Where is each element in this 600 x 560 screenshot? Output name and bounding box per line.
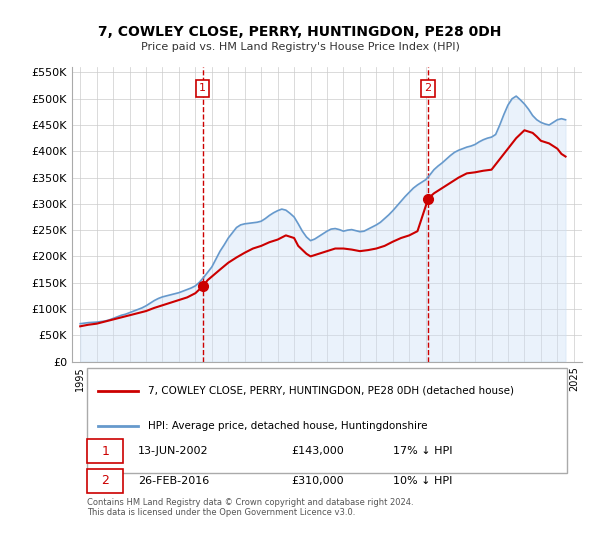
FancyBboxPatch shape: [88, 368, 567, 473]
Text: 17% ↓ HPI: 17% ↓ HPI: [394, 446, 453, 456]
FancyBboxPatch shape: [88, 439, 123, 463]
Text: 26-FEB-2016: 26-FEB-2016: [139, 475, 209, 486]
Text: £143,000: £143,000: [291, 446, 344, 456]
Text: 13-JUN-2002: 13-JUN-2002: [139, 446, 209, 456]
Text: HPI: Average price, detached house, Huntingdonshire: HPI: Average price, detached house, Hunt…: [149, 421, 428, 431]
Text: 10% ↓ HPI: 10% ↓ HPI: [394, 475, 452, 486]
FancyBboxPatch shape: [88, 469, 123, 493]
Text: Price paid vs. HM Land Registry's House Price Index (HPI): Price paid vs. HM Land Registry's House …: [140, 42, 460, 52]
Text: 2: 2: [101, 474, 109, 487]
Text: 7, COWLEY CLOSE, PERRY, HUNTINGDON, PE28 0DH (detached house): 7, COWLEY CLOSE, PERRY, HUNTINGDON, PE28…: [149, 386, 515, 396]
Text: 7, COWLEY CLOSE, PERRY, HUNTINGDON, PE28 0DH: 7, COWLEY CLOSE, PERRY, HUNTINGDON, PE28…: [98, 25, 502, 39]
Text: 2: 2: [425, 83, 432, 93]
Text: £310,000: £310,000: [291, 475, 344, 486]
Text: Contains HM Land Registry data © Crown copyright and database right 2024.
This d: Contains HM Land Registry data © Crown c…: [88, 498, 414, 517]
Text: 1: 1: [101, 445, 109, 458]
Text: 1: 1: [199, 83, 206, 93]
